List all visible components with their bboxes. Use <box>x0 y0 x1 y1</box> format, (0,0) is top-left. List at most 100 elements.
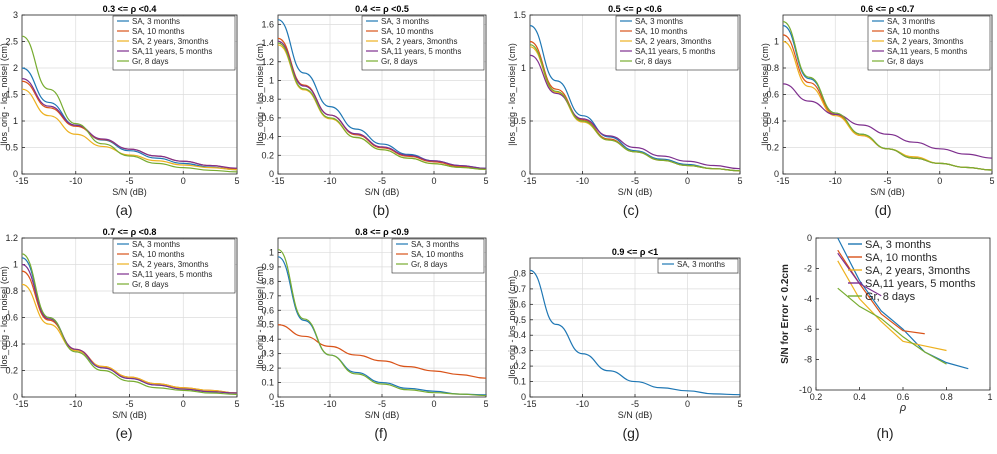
x-tick-label: -5 <box>631 176 639 186</box>
panel-label: (b) <box>372 202 389 218</box>
y-tick-label: 0.6 <box>766 90 779 100</box>
x-tick-label: 5 <box>483 176 488 186</box>
y-tick-label: 1.2 <box>5 233 18 243</box>
legend-entry: SA, 2 years, 3months <box>865 265 971 277</box>
legend-entry: SA,11 years, 5 months <box>635 47 715 56</box>
legend-entry: SA, 3 months <box>381 17 429 26</box>
chart-title: 0.6 <= ρ <0.7 <box>861 4 915 14</box>
chart-title: 0.8 <= ρ <0.9 <box>355 227 409 237</box>
x-tick-label: -5 <box>631 399 639 409</box>
legend-entry: SA,11 years, 5 months <box>132 47 212 56</box>
legend-entry: SA,11 years, 5 months <box>865 278 976 290</box>
legend: SA, 3 months <box>657 258 739 274</box>
legend-entry: SA, 10 months <box>887 27 939 36</box>
chart-panel-h: 0.2 0.4 0.6 0.8 1 -10 -8 -6 -4 -2 0 ρ S/N for Error … <box>780 233 993 441</box>
chart-panel-d: -15 -10 -5 0 5 0 0.2 0.4 0.6 0.8 1 0.6 <= ρ <0.7 S/N… <box>760 4 995 218</box>
legend-entry: Gr, 8 days <box>132 57 168 66</box>
x-tick-label: -15 <box>776 176 789 186</box>
chart-panel-f: -15 -10 -5 0 5 0 0.1 0.2 0.3 0.4 0.5 0.6 0.7 0.8 0.9 1 0… <box>255 227 489 441</box>
y-tick-label: 0 <box>269 169 274 179</box>
legend-entry: Gr, 8 days <box>887 57 923 66</box>
y-tick-label: 0.4 <box>513 330 526 340</box>
x-tick-label: -10 <box>323 176 336 186</box>
panel-label: (h) <box>876 425 893 441</box>
x-tick-label: 1 <box>987 392 992 402</box>
legend-entry: SA,11 years, 5 months <box>381 47 461 56</box>
y-tick-label: 0 <box>13 169 18 179</box>
y-tick-label: 0.8 <box>5 286 18 296</box>
x-tick-label: -10 <box>69 399 82 409</box>
legend-entry: SA, 10 months <box>132 27 184 36</box>
x-tick-label: -10 <box>576 399 589 409</box>
x-tick-label: 0.4 <box>853 392 866 402</box>
x-tick-label: -10 <box>829 176 842 186</box>
y-tick-label: -10 <box>799 385 812 395</box>
series-line-4 <box>782 21 993 171</box>
x-axis-label: S/N (dB) <box>870 187 905 197</box>
x-axis-label: S/N (dB) <box>365 410 400 420</box>
x-axis-label: S/N (dB) <box>112 410 147 420</box>
legend-entry: SA, 10 months <box>411 250 463 259</box>
x-tick-label: 5 <box>737 399 742 409</box>
series-line-4 <box>837 287 947 365</box>
y-tick-label: 0.8 <box>766 63 779 73</box>
x-axis-label: S/N (dB) <box>365 187 400 197</box>
series-line-3 <box>782 83 993 159</box>
chart-title: 0.9 <= ρ <1 <box>612 247 658 257</box>
x-axis-label: ρ <box>899 402 906 414</box>
legend-entry: SA, 3 months <box>132 240 180 249</box>
y-axis-label: |los_orig - los_noise| (cm) <box>255 266 265 369</box>
legend-entry: SA, 2 years, 3months <box>132 260 208 269</box>
legend-entry: SA, 10 months <box>132 250 184 259</box>
series-line-0 <box>837 237 969 370</box>
chart-panel-b: -15 -10 -5 0 5 0 0.2 0.4 0.6 0.8 1 1.2 1.4 1.6 0.4 <= … <box>255 4 489 218</box>
series-line-2 <box>21 88 238 171</box>
chart-title: 0.7 <= ρ <0.8 <box>103 227 157 237</box>
series-line-2 <box>837 260 947 352</box>
x-tick-label: -15 <box>15 176 28 186</box>
x-tick-label: 0 <box>181 176 186 186</box>
x-tick-label: -15 <box>523 176 536 186</box>
series-line-2 <box>21 283 238 394</box>
y-tick-label: 0.2 <box>766 143 779 153</box>
x-tick-label: -5 <box>378 399 386 409</box>
x-tick-label: -15 <box>15 399 28 409</box>
chart-title: 0.4 <= ρ <0.5 <box>355 4 409 14</box>
series-line-3 <box>277 40 487 169</box>
x-tick-label: 0 <box>431 176 436 186</box>
x-tick-label: 0 <box>685 399 690 409</box>
legend-box <box>361 15 485 71</box>
x-tick-label: 0 <box>937 176 942 186</box>
y-tick-label: 1.6 <box>261 19 274 29</box>
x-tick-label: 0.6 <box>897 392 910 402</box>
series-line-4 <box>21 253 238 395</box>
y-tick-label: 0 <box>13 392 18 402</box>
y-tick-label: 0.5 <box>5 143 18 153</box>
y-tick-label: 0.1 <box>513 377 526 387</box>
panel-label: (d) <box>874 202 891 218</box>
legend-entry: SA, 3 months <box>132 17 180 26</box>
y-tick-label: 0.2 <box>5 366 18 376</box>
y-tick-label: 1 <box>774 37 779 47</box>
y-tick-label: 0.7 <box>261 291 274 301</box>
y-tick-label: 0.3 <box>261 349 274 359</box>
y-axis-label: |los_orig - los_noise| (cm) <box>760 43 770 146</box>
x-tick-label: -15 <box>271 399 284 409</box>
x-tick-label: 0 <box>181 399 186 409</box>
panel-label: (c) <box>623 202 639 218</box>
legend-entry: SA, 10 months <box>635 27 687 36</box>
legend-box <box>391 238 485 274</box>
x-tick-label: 0.2 <box>810 392 823 402</box>
x-tick-label: -5 <box>125 176 133 186</box>
y-tick-label: 0.6 <box>261 305 274 315</box>
y-axis-label: |los_orig - los_noise| (cm) <box>255 43 265 146</box>
series-line-3 <box>21 263 238 394</box>
x-tick-label: -10 <box>69 176 82 186</box>
x-tick-label: -5 <box>125 399 133 409</box>
y-tick-label: 1 <box>13 116 18 126</box>
y-tick-label: 0.2 <box>261 150 274 160</box>
y-tick-label: 2.5 <box>5 37 18 47</box>
